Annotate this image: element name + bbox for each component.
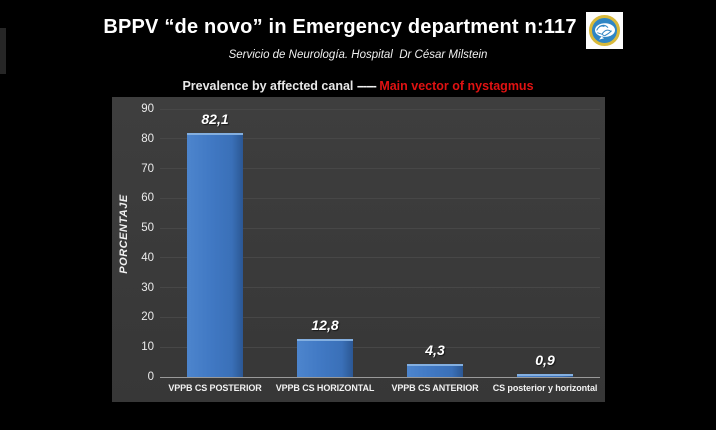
category-label: VPPB CS POSTERIOR [168,383,262,393]
gridline [160,168,600,170]
bar [407,364,463,377]
y-tick-label: 90 [141,103,154,115]
bar [517,374,573,377]
y-tick-label: 50 [141,222,154,235]
plot-area: 0 10 20 30 40 50 60 70 80 90 82,1 VPPB CS POSTERIOR… [141,103,600,393]
bar-value-label: 12,8 [311,316,339,333]
gridline [160,197,600,199]
bar-value-label: 4,3 [425,342,445,359]
category-label: VPPB CS HORIZONTAL [275,383,375,393]
bar [297,338,353,377]
bar [187,132,243,377]
y-tick-label: 70 [141,162,154,175]
slide-subtitle: Servicio de Neurología. Hospital Dr Césa… [228,49,488,61]
gridline [160,316,600,318]
gridline [160,346,600,348]
chart-heading-prevalence: Prevalence by affected canal [182,79,357,93]
y-tick-label: 80 [141,132,154,145]
bar-value-label: 0,9 [535,352,555,369]
category-label: CS posterior y horizontal [492,383,598,393]
category-label: VPPB CS ANTERIOR [391,383,479,393]
y-tick-label: 40 [141,251,154,264]
gridline [160,227,600,229]
y-tick-label: 60 [141,192,154,205]
gridline [160,257,600,259]
slide-title: BPPV “de novo” in Emergency department n… [103,16,577,38]
y-tick-label: 30 [141,281,154,294]
gridline [160,138,600,140]
y-tick-label: 20 [141,311,154,324]
gridline [160,108,600,110]
gridline [160,287,600,289]
chart-heading: Prevalence by affected canal ------ Main… [0,79,716,93]
bar-value-label: 82,1 [201,110,229,127]
chart-heading-dashes: ------ [356,79,377,93]
chart-panel: PORCENTAJE 0 10 20 30 40 50 60 70 80 90 82,1 VPPB C… [112,97,605,402]
brain-icon [589,15,620,46]
y-tick-label: 0 [147,371,154,383]
hospital-logo [586,12,623,49]
left-edge-artifact [0,28,6,74]
y-tick-label: 10 [141,341,154,354]
chart-heading-main-vector: Main vector of nystagmus [375,79,534,93]
